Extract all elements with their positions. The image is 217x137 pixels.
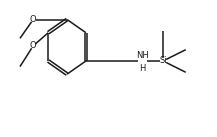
Text: O: O bbox=[30, 41, 36, 50]
Text: Si: Si bbox=[159, 56, 167, 65]
Text: H: H bbox=[139, 64, 146, 73]
Text: NH: NH bbox=[136, 51, 149, 60]
Text: O: O bbox=[30, 15, 36, 24]
